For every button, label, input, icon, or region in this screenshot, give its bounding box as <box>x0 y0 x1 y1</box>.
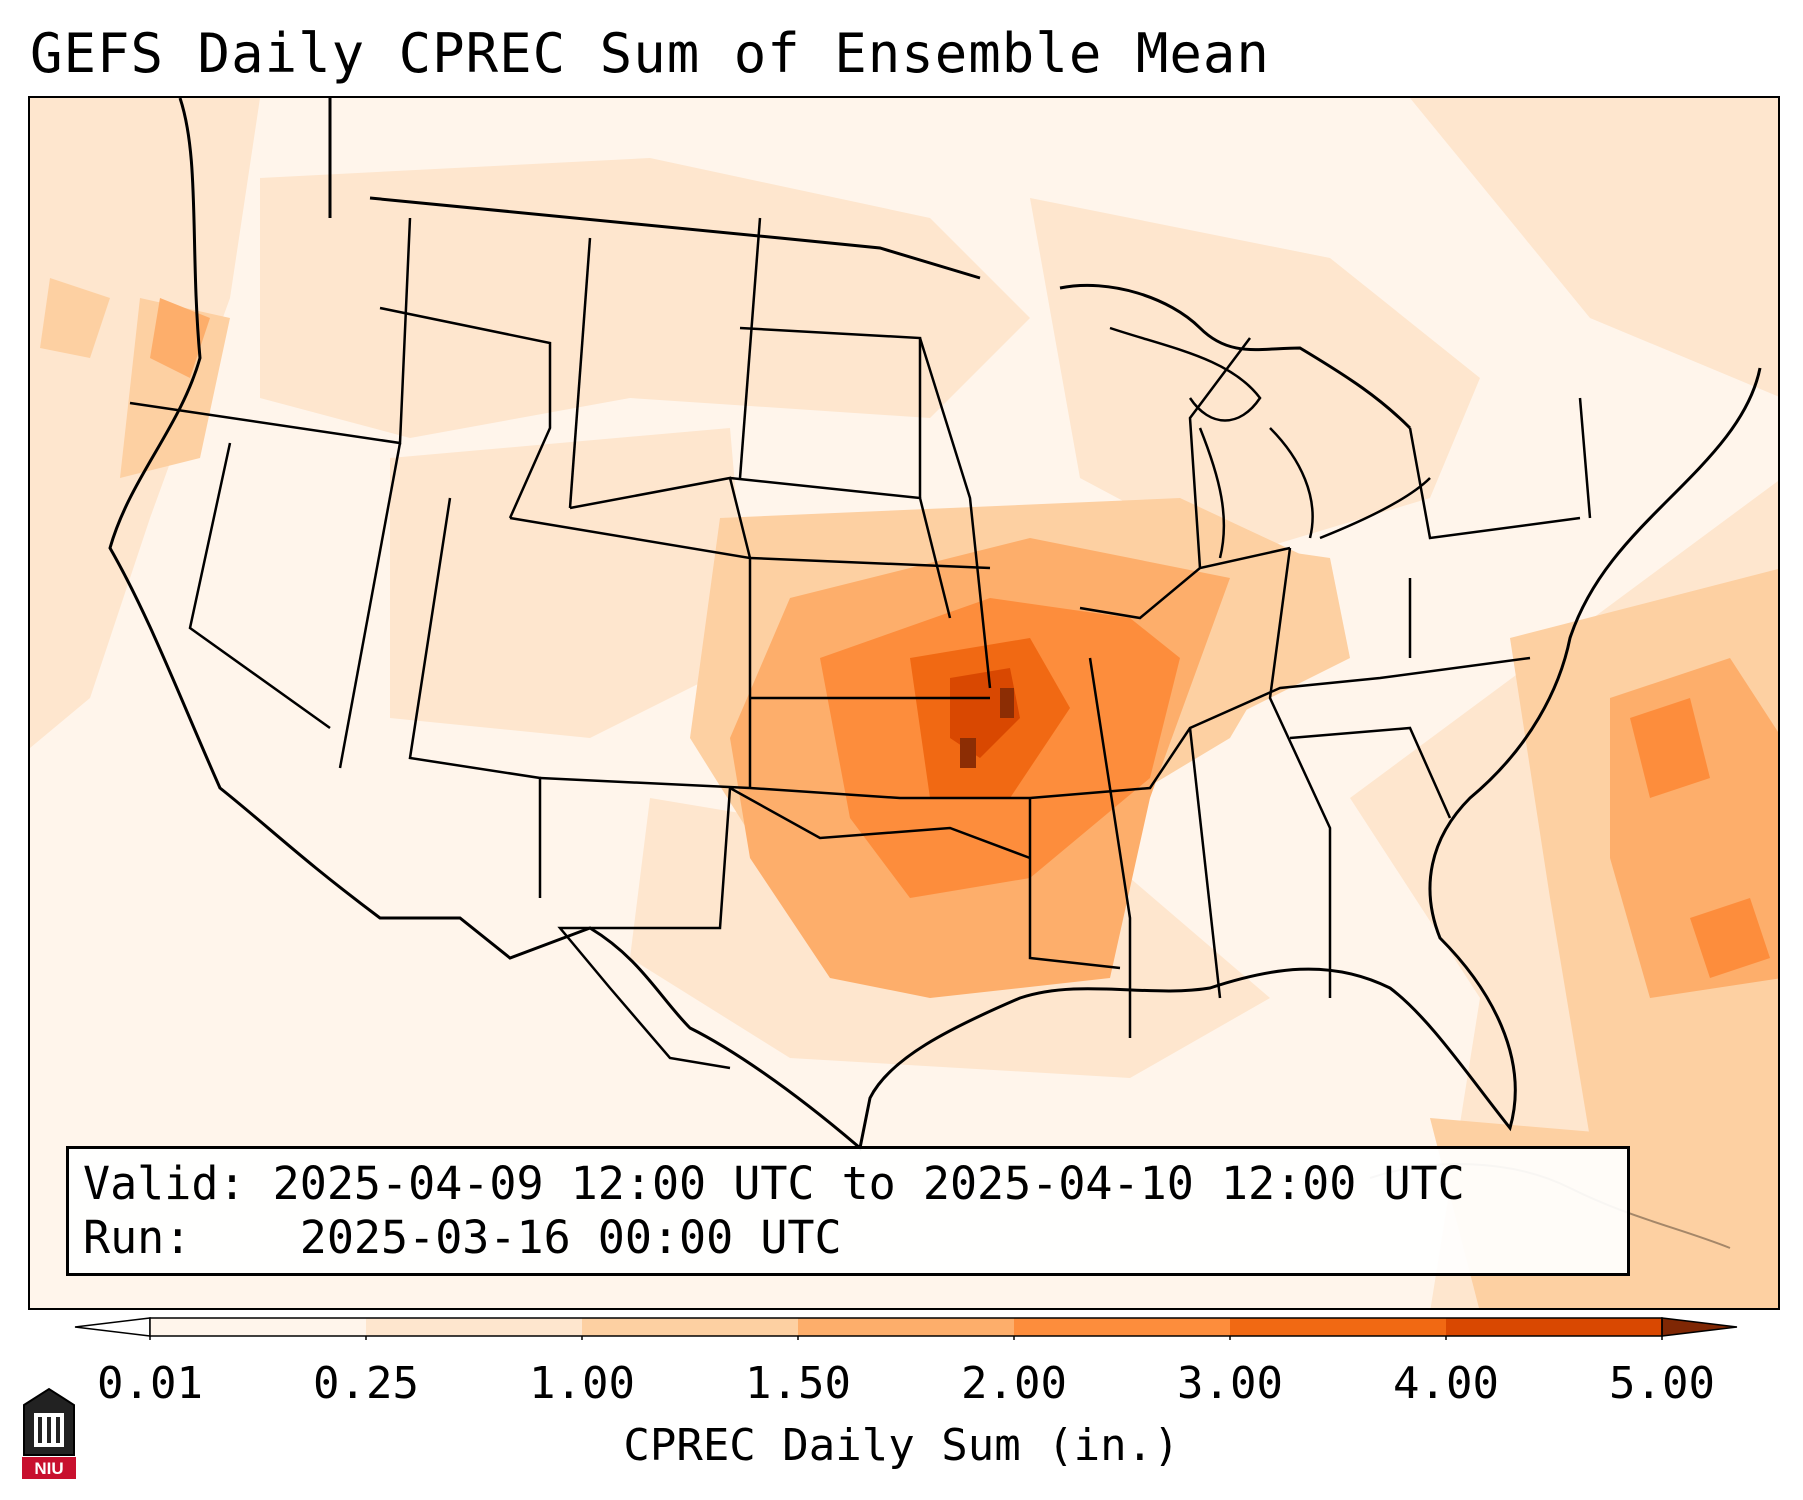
colorbar-tick-label: 1.50 <box>745 1358 851 1409</box>
colorbar-segment <box>150 1318 367 1336</box>
colorbar-tick-label: 0.01 <box>97 1358 203 1409</box>
niu-logo: NIU <box>22 1387 76 1479</box>
map-title: GEFS Daily CPREC Sum of Ensemble Mean <box>30 22 1270 85</box>
logo-text: NIU <box>34 1459 63 1478</box>
map-canvas <box>30 98 1778 1308</box>
state-borders <box>129 217 1592 1070</box>
precip-field-peak <box>960 688 1014 768</box>
colorbar-segment <box>1014 1318 1231 1336</box>
run-label: Run: <box>83 1211 192 1264</box>
validity-box: Valid: 2025-04-09 12:00 UTC to 2025-04-1… <box>66 1146 1630 1276</box>
valid-label: Valid: <box>83 1157 246 1210</box>
colorbar-border <box>149 1317 1663 1337</box>
colorbar-over-arrow <box>1661 1317 1738 1337</box>
colorbar-tick-label: 5.00 <box>1609 1358 1715 1409</box>
colorbar-segment <box>1446 1318 1663 1336</box>
colorbar-segment <box>366 1318 583 1336</box>
colorbar-tick-label: 0.25 <box>313 1358 419 1409</box>
colorbar-segment <box>582 1318 799 1336</box>
precipitation-map <box>28 96 1780 1310</box>
colorbar-title: CPREC Daily Sum (in.) <box>623 1420 1180 1471</box>
great-lakes <box>1109 326 1431 559</box>
valid-value: 2025-04-09 12:00 UTC to 2025-04-10 12:00… <box>272 1157 1465 1210</box>
colorbar-segment <box>1230 1318 1447 1336</box>
colorbar-tick-label: 2.00 <box>961 1358 1067 1409</box>
colorbar-segment <box>798 1318 1015 1336</box>
run-value: 2025-03-16 00:00 UTC <box>299 1211 842 1264</box>
colorbar-tick-label: 4.00 <box>1393 1358 1499 1409</box>
colorbar-tick-label: 1.00 <box>529 1358 635 1409</box>
colorbar-under-arrow <box>74 1317 151 1337</box>
colorbar-tick-label: 3.00 <box>1177 1358 1283 1409</box>
